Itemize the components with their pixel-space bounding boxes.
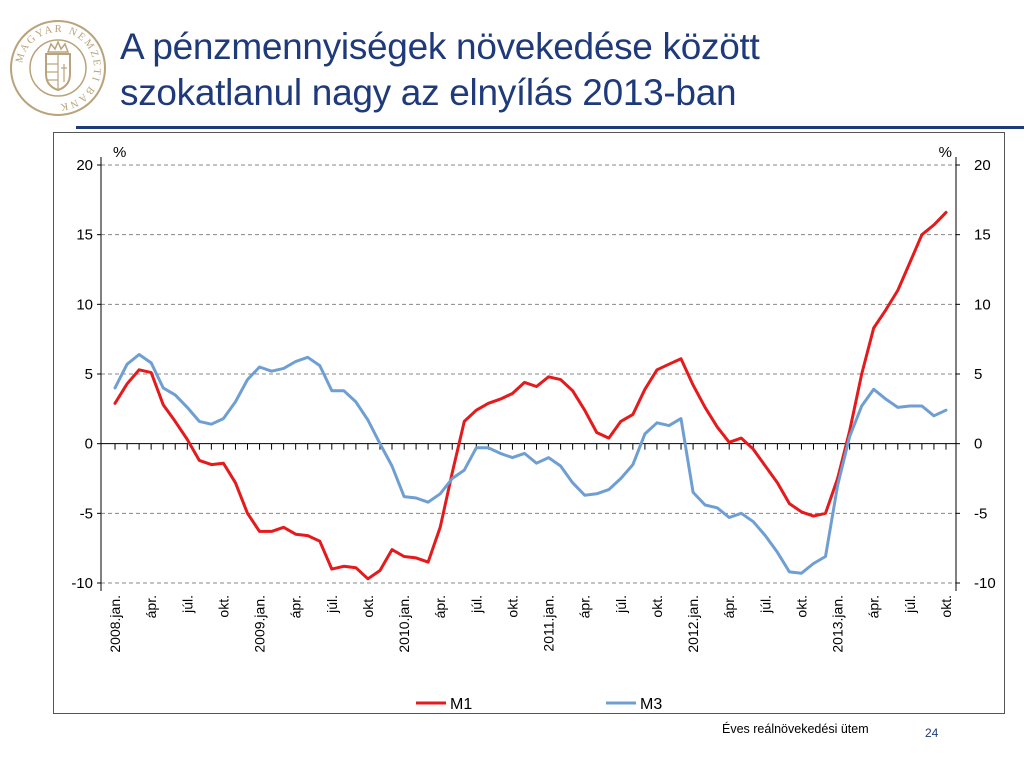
x-tick-label: okt. <box>504 595 520 618</box>
x-tick-label: 2011.jan. <box>541 595 557 652</box>
x-tick-label: okt. <box>215 595 231 618</box>
y-tick-label-left: 10 <box>76 296 93 313</box>
series-lines <box>113 210 948 581</box>
page-number: 24 <box>925 726 939 740</box>
tick-labels: -10 -10 -5 -5 0 0 5 5 10 10 15 15 20 20% % 2008.jan. ápr… <box>71 144 995 653</box>
x-tick-label: júl. <box>757 595 773 614</box>
x-tick-label: júl. <box>179 595 195 614</box>
title-divider <box>76 126 1024 129</box>
legend-label-m1: M1 <box>450 696 472 713</box>
x-tick-label: ápr. <box>721 595 737 618</box>
y-tick-label-right: 10 <box>974 296 991 313</box>
slide-title-line-2: szokatlanul nagy az elnyílás 2013-ban <box>120 72 737 113</box>
chart-footnote: Éves reálnövekedési ütem <box>722 722 869 736</box>
x-tick-label: júl. <box>324 595 340 614</box>
y-tick-label-right: 15 <box>974 227 991 244</box>
legend-label-m3: M3 <box>640 696 662 713</box>
chart-frame: -10 -10 -5 -5 0 0 5 5 10 10 15 15 20 20%% 2008.jan. ápr… <box>53 132 1005 714</box>
x-tick-label: ápr. <box>432 595 448 618</box>
x-tick-label: 2012.jan. <box>685 595 701 653</box>
slide-title-line-1: A pénzmennyiségek növekedése között <box>120 26 760 67</box>
x-tick-label: ápr. <box>577 595 593 618</box>
mnb-logo: MAGYAR NEMZETI BANK <box>8 18 108 118</box>
series-line-m1 <box>113 210 948 581</box>
x-tick-label: 2010.jan. <box>396 595 412 653</box>
x-tick-label: ápr. <box>866 595 882 618</box>
y-unit-label-left: % <box>113 144 126 161</box>
y-tick-label-left: 15 <box>76 227 93 244</box>
y-tick-label-left: -10 <box>71 575 93 592</box>
x-tick-label: 2009.jan. <box>252 595 268 653</box>
x-tick-label: okt. <box>360 595 376 618</box>
chart-legend: M1 M3 <box>416 696 662 713</box>
y-tick-label-right: 20 <box>974 157 991 174</box>
y-tick-label-left: 20 <box>76 157 93 174</box>
y-tick-label-right: -10 <box>974 575 996 592</box>
x-tick-label: júl. <box>468 595 484 614</box>
x-tick-label: okt. <box>793 595 809 618</box>
x-tick-label: 2008.jan. <box>107 595 123 653</box>
grid-lines <box>101 164 956 584</box>
y-unit-label-right: % <box>939 144 952 161</box>
y-tick-label-right: -5 <box>974 505 987 522</box>
y-tick-label-right: 0 <box>974 436 982 453</box>
x-tick-label: okt. <box>649 595 665 618</box>
x-tick-label: ápr. <box>288 595 304 618</box>
slide-title: A pénzmennyiségek növekedése között szok… <box>120 24 1010 116</box>
x-tick-label: júl. <box>613 595 629 614</box>
y-tick-label-left: 0 <box>85 436 93 453</box>
line-chart: -10 -10 -5 -5 0 0 5 5 10 10 15 15 20 20% % 2008.jan. ápr… <box>71 144 995 713</box>
y-tick-label-left: 5 <box>85 366 93 383</box>
x-tick-label: júl. <box>902 595 918 614</box>
y-tick-label-left: -5 <box>80 505 93 522</box>
x-tick-label: 2013.jan. <box>830 595 846 653</box>
x-tick-label: okt. <box>938 595 954 618</box>
y-tick-label-right: 5 <box>974 366 982 383</box>
series-line-m3 <box>113 353 948 575</box>
x-tick-label: ápr. <box>143 595 159 618</box>
chart-axes <box>97 157 960 591</box>
